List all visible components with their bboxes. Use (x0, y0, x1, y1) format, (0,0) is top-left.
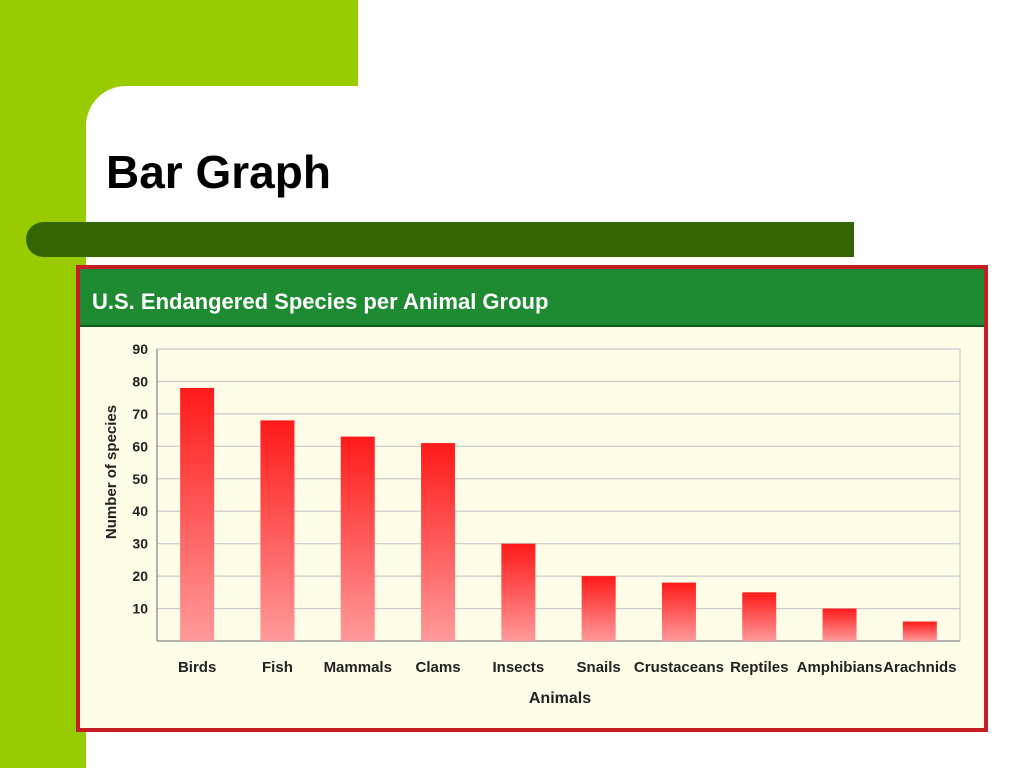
y-tick-label: 90 (132, 341, 148, 357)
bar (180, 387, 215, 641)
chart-title: U.S. Endangered Species per Animal Group (92, 289, 548, 314)
y-tick-label: 60 (132, 438, 148, 454)
bar (661, 582, 696, 641)
y-tick-label: 70 (132, 406, 148, 422)
x-tick-label: Clams (416, 659, 461, 676)
bar (340, 436, 375, 641)
x-tick-label: Fish (262, 659, 293, 676)
y-tick-label: 10 (132, 601, 148, 617)
x-tick-label: Reptiles (730, 659, 788, 676)
chart-header (80, 269, 984, 325)
bar (260, 420, 295, 641)
x-tick-label: Birds (178, 659, 216, 676)
x-tick-label: Crustaceans (634, 659, 724, 676)
bar (581, 576, 616, 641)
y-tick-label: 20 (132, 568, 148, 584)
y-tick-label: 50 (132, 471, 148, 487)
slide-title: Bar Graph (106, 146, 331, 198)
x-tick-label: Mammals (324, 659, 392, 676)
bar (421, 443, 456, 641)
bar (501, 543, 536, 641)
x-axis-label: Animals (529, 690, 591, 707)
bar (822, 608, 857, 641)
x-tick-label: Amphibians (797, 659, 883, 676)
chart-frame: U.S. Endangered Species per Animal Group… (76, 265, 988, 732)
x-tick-label: Insects (492, 659, 544, 676)
x-tick-label: Snails (577, 659, 621, 676)
y-tick-label: 40 (132, 503, 148, 519)
x-tick-label: Arachnids (883, 659, 956, 676)
y-tick-label: 30 (132, 536, 148, 552)
bar-chart: U.S. Endangered Species per Animal Group… (80, 269, 984, 728)
title-divider-bar (26, 222, 854, 257)
bar (902, 621, 937, 641)
y-axis-label: Number of species (103, 405, 120, 539)
plot-area: 10 20 30 40 50 60 70 80 90 Birds Fish Mammals Clams I… (132, 341, 961, 676)
bar (742, 592, 777, 641)
y-tick-label: 80 (132, 373, 148, 389)
